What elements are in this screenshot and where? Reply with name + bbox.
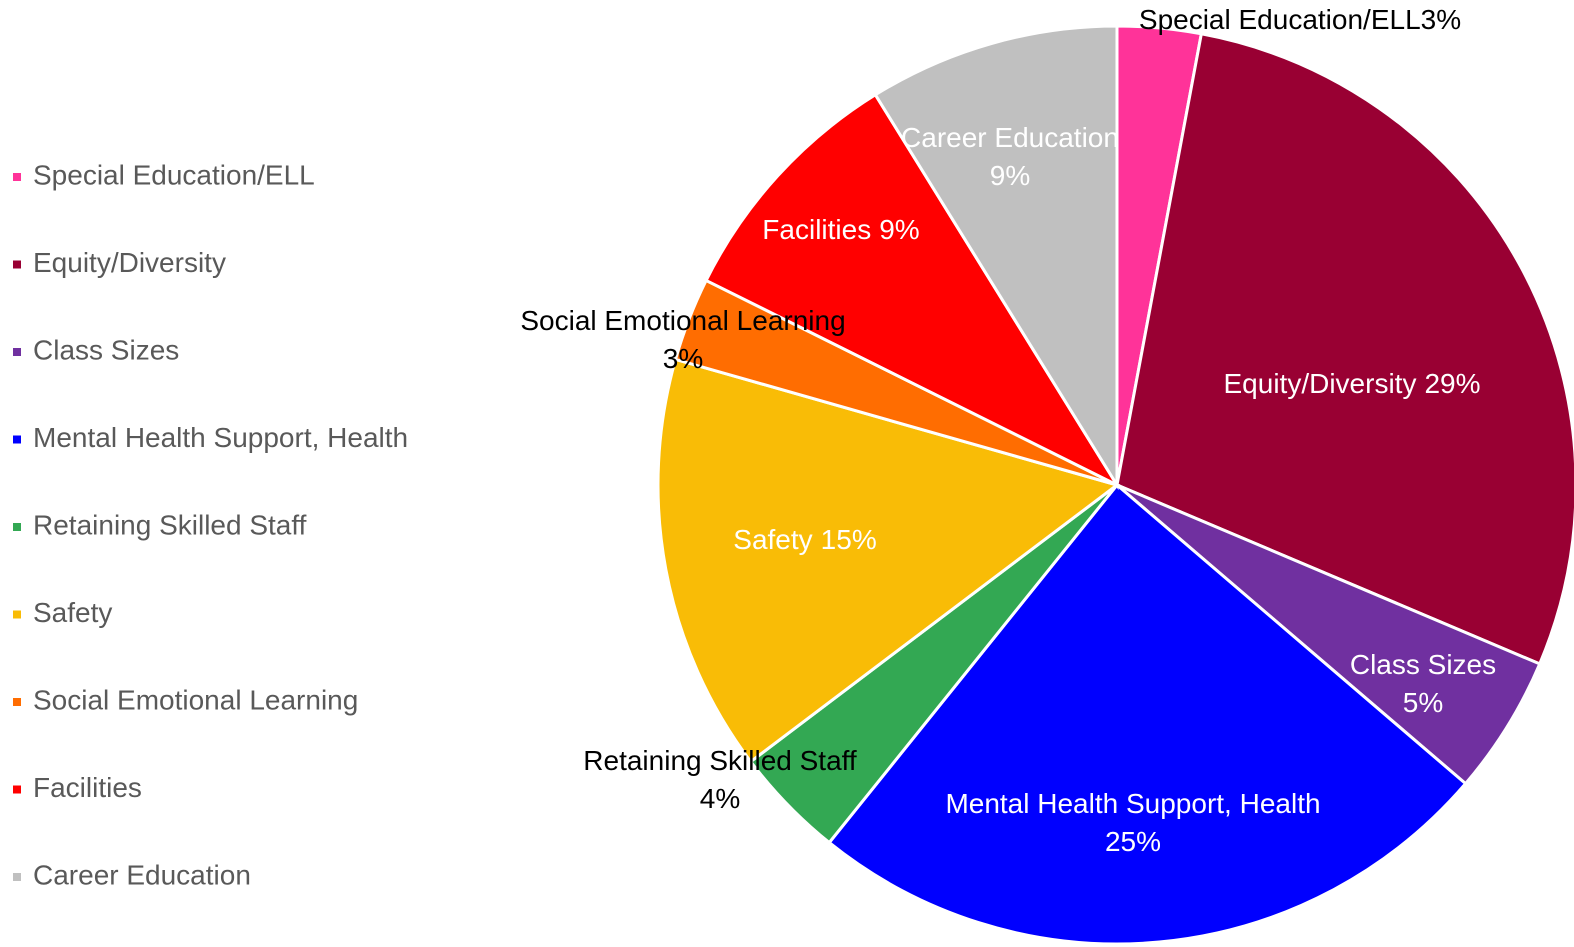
data-label-category: Special Education/ELL [1139, 4, 1421, 35]
data-label-category: Retaining Skilled Staff [583, 745, 857, 776]
data-label: Retaining Skilled Staff 4% [583, 745, 857, 814]
pie-slice [1115, 32, 1574, 666]
legend-marker [13, 260, 21, 269]
data-label: Class Sizes 5% [1350, 649, 1496, 718]
legend-label: Class Sizes [33, 334, 179, 365]
data-label-value: 9% [879, 214, 919, 245]
data-label-category: Class Sizes [1350, 649, 1496, 680]
legend-label: Retaining Skilled Staff [33, 509, 307, 540]
pie-slice [656, 357, 1121, 764]
legend-marker [13, 873, 21, 881]
data-label-category: Social Emotional Learning [520, 305, 845, 336]
data-label: Special Education/ELL3% [1139, 4, 1461, 35]
data-label-category: Mental Health Support, Health [945, 788, 1320, 819]
data-label-value: 4% [700, 783, 740, 814]
legend-label: Special Education/ELL [33, 159, 315, 190]
data-label-value: 29% [1424, 368, 1480, 399]
pie-slice [704, 92, 1122, 489]
legend-marker [13, 785, 21, 794]
legend-label: Career Education [33, 859, 251, 890]
legend-marker [13, 435, 21, 444]
legend-marker [13, 610, 21, 619]
data-label-value: 9% [990, 160, 1030, 191]
data-label-value: 5% [1403, 687, 1443, 718]
data-label: Social Emotional Learning 3% [520, 305, 845, 374]
legend-label: Facilities [33, 772, 142, 803]
data-label: Career Education 9% [901, 122, 1119, 191]
legend-marker [13, 698, 21, 706]
legend-label: Safety [33, 597, 112, 628]
legend-marker [13, 523, 21, 531]
data-label: Equity/Diversity 29% [1224, 368, 1481, 399]
pie-slice [873, 24, 1119, 491]
legend-label: Equity/Diversity [33, 247, 226, 278]
data-label: Safety 15% [733, 524, 876, 555]
data-label-value: 25% [1105, 826, 1161, 857]
legend-marker [13, 173, 21, 181]
data-label: Facilities 9% [762, 214, 919, 245]
legend-label: Social Emotional Learning [33, 684, 358, 715]
data-label-category: Safety [733, 524, 812, 555]
data-label-category: Career Education [901, 122, 1119, 153]
pie-slice [827, 482, 1468, 946]
data-label-category: Equity/Diversity [1224, 368, 1417, 399]
data-label-value: 15% [821, 524, 877, 555]
data-label-value: 3% [1421, 4, 1461, 35]
data-label-value: 3% [663, 343, 703, 374]
legend-label: Mental Health Support, Health [33, 422, 408, 453]
legend-marker [13, 348, 21, 356]
data-label-category: Facilities [762, 214, 871, 245]
data-label: Mental Health Support, Health 25% [945, 788, 1320, 857]
